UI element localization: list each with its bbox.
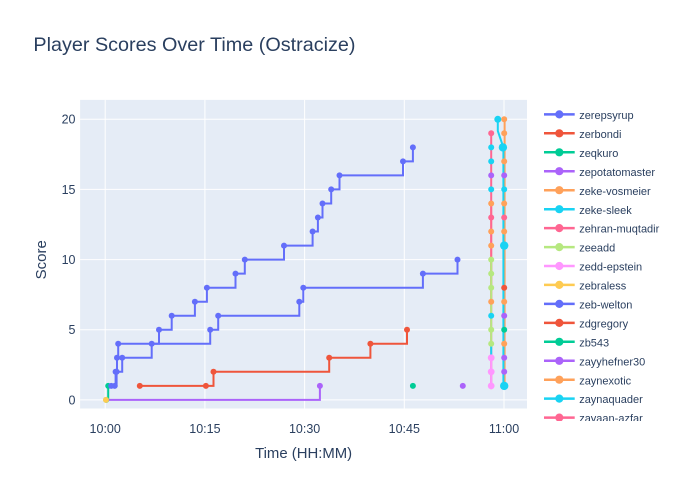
svg-text:10:00: 10:00 [90,422,121,436]
svg-text:10:45: 10:45 [389,422,420,436]
svg-text:zebraless: zebraless [579,281,627,293]
svg-text:10:15: 10:15 [189,422,220,436]
svg-text:15: 15 [62,183,76,197]
svg-text:0: 0 [69,393,76,407]
svg-text:11:00: 11:00 [489,422,519,436]
svg-text:zepotatomaster: zepotatomaster [579,167,655,179]
svg-text:10:30: 10:30 [289,422,320,436]
svg-text:zayyhefner30: zayyhefner30 [579,356,645,368]
svg-text:zeqkuro: zeqkuro [579,148,618,160]
svg-text:zb543: zb543 [579,337,609,349]
svg-text:zeeadd: zeeadd [579,243,615,255]
svg-text:zedd-epstein: zedd-epstein [579,262,642,274]
svg-text:Time (HH:MM): Time (HH:MM) [255,446,352,462]
svg-text:zayaan-azfar: zayaan-azfar [579,413,643,425]
svg-text:zeb-welton: zeb-welton [579,300,632,312]
svg-text:zaynexotic: zaynexotic [579,375,631,387]
svg-text:Score: Score [33,240,50,279]
svg-text:zerepsyrup: zerepsyrup [579,110,633,122]
svg-text:20: 20 [62,113,76,127]
svg-text:zerbondi: zerbondi [579,129,621,141]
svg-text:zeke-vosmeier: zeke-vosmeier [579,186,651,198]
svg-text:zehran-muqtadir: zehran-muqtadir [579,224,659,236]
svg-text:10: 10 [62,253,76,267]
svg-text:zdgregory: zdgregory [579,319,628,331]
svg-text:Player Scores Over Time (Ostra: Player Scores Over Time (Ostracize) [33,34,355,56]
svg-text:zaynaquader: zaynaquader [579,394,643,406]
svg-text:5: 5 [69,323,76,337]
svg-text:zeke-sleek: zeke-sleek [579,205,632,217]
